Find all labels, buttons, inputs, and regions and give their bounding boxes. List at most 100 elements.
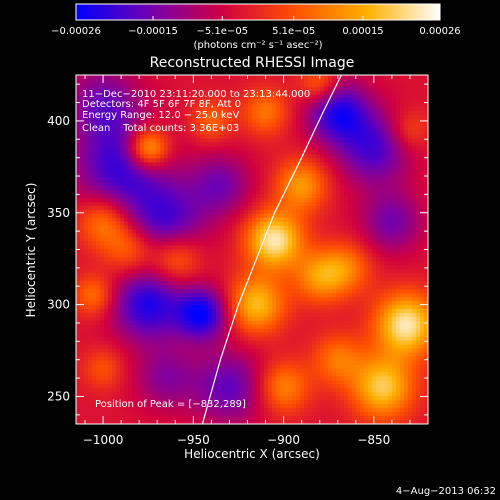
- heatmap-cell: [368, 102, 373, 108]
- heatmap-cell: [92, 190, 97, 195]
- heatmap-cell: [416, 261, 421, 266]
- heatmap-cell: [404, 217, 409, 223]
- heatmap-cell: [108, 229, 113, 235]
- heatmap-cell: [424, 245, 428, 251]
- heatmap-cell: [356, 75, 361, 80]
- heatmap-cell: [204, 190, 209, 195]
- heatmap-cell: [252, 209, 257, 215]
- heatmap-cell: [200, 213, 205, 219]
- heatmap-cell: [336, 102, 341, 108]
- heatmap-cell: [412, 261, 417, 266]
- heatmap-cell: [424, 241, 428, 247]
- heatmap-cell: [284, 102, 289, 108]
- heatmap-cell: [248, 249, 253, 255]
- heatmap-cell: [344, 237, 349, 243]
- heatmap-cell: [232, 106, 237, 112]
- heatmap-cell: [160, 98, 165, 104]
- heatmap-cell: [324, 162, 329, 167]
- heatmap-cell: [424, 158, 428, 163]
- heatmap-cell: [384, 86, 389, 92]
- heatmap-cell: [232, 142, 237, 147]
- heatmap-cell: [300, 225, 305, 231]
- heatmap-cell: [92, 277, 97, 282]
- heatmap-cell: [128, 201, 133, 207]
- heatmap-cell: [208, 205, 213, 211]
- heatmap-cell: [140, 158, 145, 163]
- heatmap-cell: [112, 241, 117, 247]
- heatmap-cell: [212, 106, 217, 112]
- heatmap-cell: [412, 154, 417, 159]
- heatmap-cell: [256, 297, 261, 302]
- heatmap-cell: [188, 297, 193, 302]
- heatmap-cell: [128, 134, 133, 140]
- heatmap-cell: [288, 285, 293, 290]
- heatmap-cell: [224, 166, 229, 171]
- heatmap-cell: [224, 205, 229, 211]
- heatmap-cell: [364, 257, 369, 262]
- heatmap-cell: [300, 118, 305, 124]
- heatmap-cell: [344, 110, 349, 116]
- heatmap-cell: [232, 277, 237, 282]
- heatmap-cell: [100, 126, 105, 132]
- heatmap-cell: [356, 253, 361, 259]
- heatmap-cell: [244, 209, 249, 215]
- heatmap-cell: [124, 265, 129, 270]
- heatmap-cell: [148, 205, 153, 211]
- heatmap-cell: [388, 110, 393, 116]
- heatmap-cell: [424, 190, 428, 195]
- heatmap-cell: [388, 94, 393, 100]
- heatmap-cell: [380, 190, 385, 195]
- heatmap-cell: [88, 233, 93, 239]
- heatmap-cell: [120, 146, 125, 151]
- heatmap-cell: [420, 94, 425, 100]
- heatmap-cell: [332, 265, 337, 270]
- heatmap-cell: [224, 154, 229, 159]
- heatmap-cell: [412, 106, 417, 112]
- heatmap-cell: [224, 213, 229, 219]
- heatmap-cell: [376, 138, 381, 144]
- heatmap-cell: [104, 110, 109, 116]
- heatmap-cell: [196, 170, 201, 175]
- heatmap-cell: [176, 213, 181, 219]
- heatmap-cell: [132, 162, 137, 167]
- heatmap-cell: [188, 182, 193, 187]
- heatmap-cell: [100, 178, 105, 183]
- heatmap-cell: [212, 229, 217, 235]
- heatmap-cell: [368, 293, 373, 298]
- heatmap-cell: [92, 94, 97, 100]
- heatmap-cell: [400, 233, 405, 239]
- heatmap-cell: [172, 265, 177, 270]
- heatmap-cell: [108, 75, 113, 80]
- heatmap-cell: [124, 221, 129, 227]
- heatmap-cell: [232, 182, 237, 187]
- heatmap-cell: [364, 261, 369, 266]
- heatmap-cell: [80, 225, 85, 231]
- heatmap-cell: [328, 285, 333, 290]
- heatmap-cell: [316, 114, 321, 120]
- heatmap-cell: [184, 285, 189, 290]
- heatmap-cell: [204, 158, 209, 163]
- heatmap-cell: [416, 134, 421, 140]
- heatmap-cell: [344, 273, 349, 278]
- heatmap-cell: [372, 158, 377, 163]
- heatmap-cell: [176, 205, 181, 211]
- heatmap-cell: [88, 166, 93, 171]
- heatmap-cell: [424, 78, 428, 84]
- heatmap-cell: [96, 237, 101, 243]
- heatmap-cell: [108, 245, 113, 251]
- heatmap-cell: [136, 285, 141, 290]
- heatmap-cell: [400, 82, 405, 88]
- heatmap-cell: [228, 114, 233, 120]
- heatmap-cell: [264, 217, 269, 223]
- heatmap-cell: [204, 209, 209, 215]
- heatmap-cell: [196, 213, 201, 219]
- heatmap-cell: [240, 205, 245, 211]
- heatmap-cell: [340, 90, 345, 96]
- heatmap-cell: [396, 269, 401, 274]
- heatmap-cell: [208, 221, 213, 227]
- heatmap-cell: [196, 114, 201, 120]
- heatmap-cell: [380, 154, 385, 159]
- heatmap-cell: [148, 154, 153, 159]
- heatmap-cell: [76, 285, 81, 290]
- heatmap-cell: [296, 221, 301, 227]
